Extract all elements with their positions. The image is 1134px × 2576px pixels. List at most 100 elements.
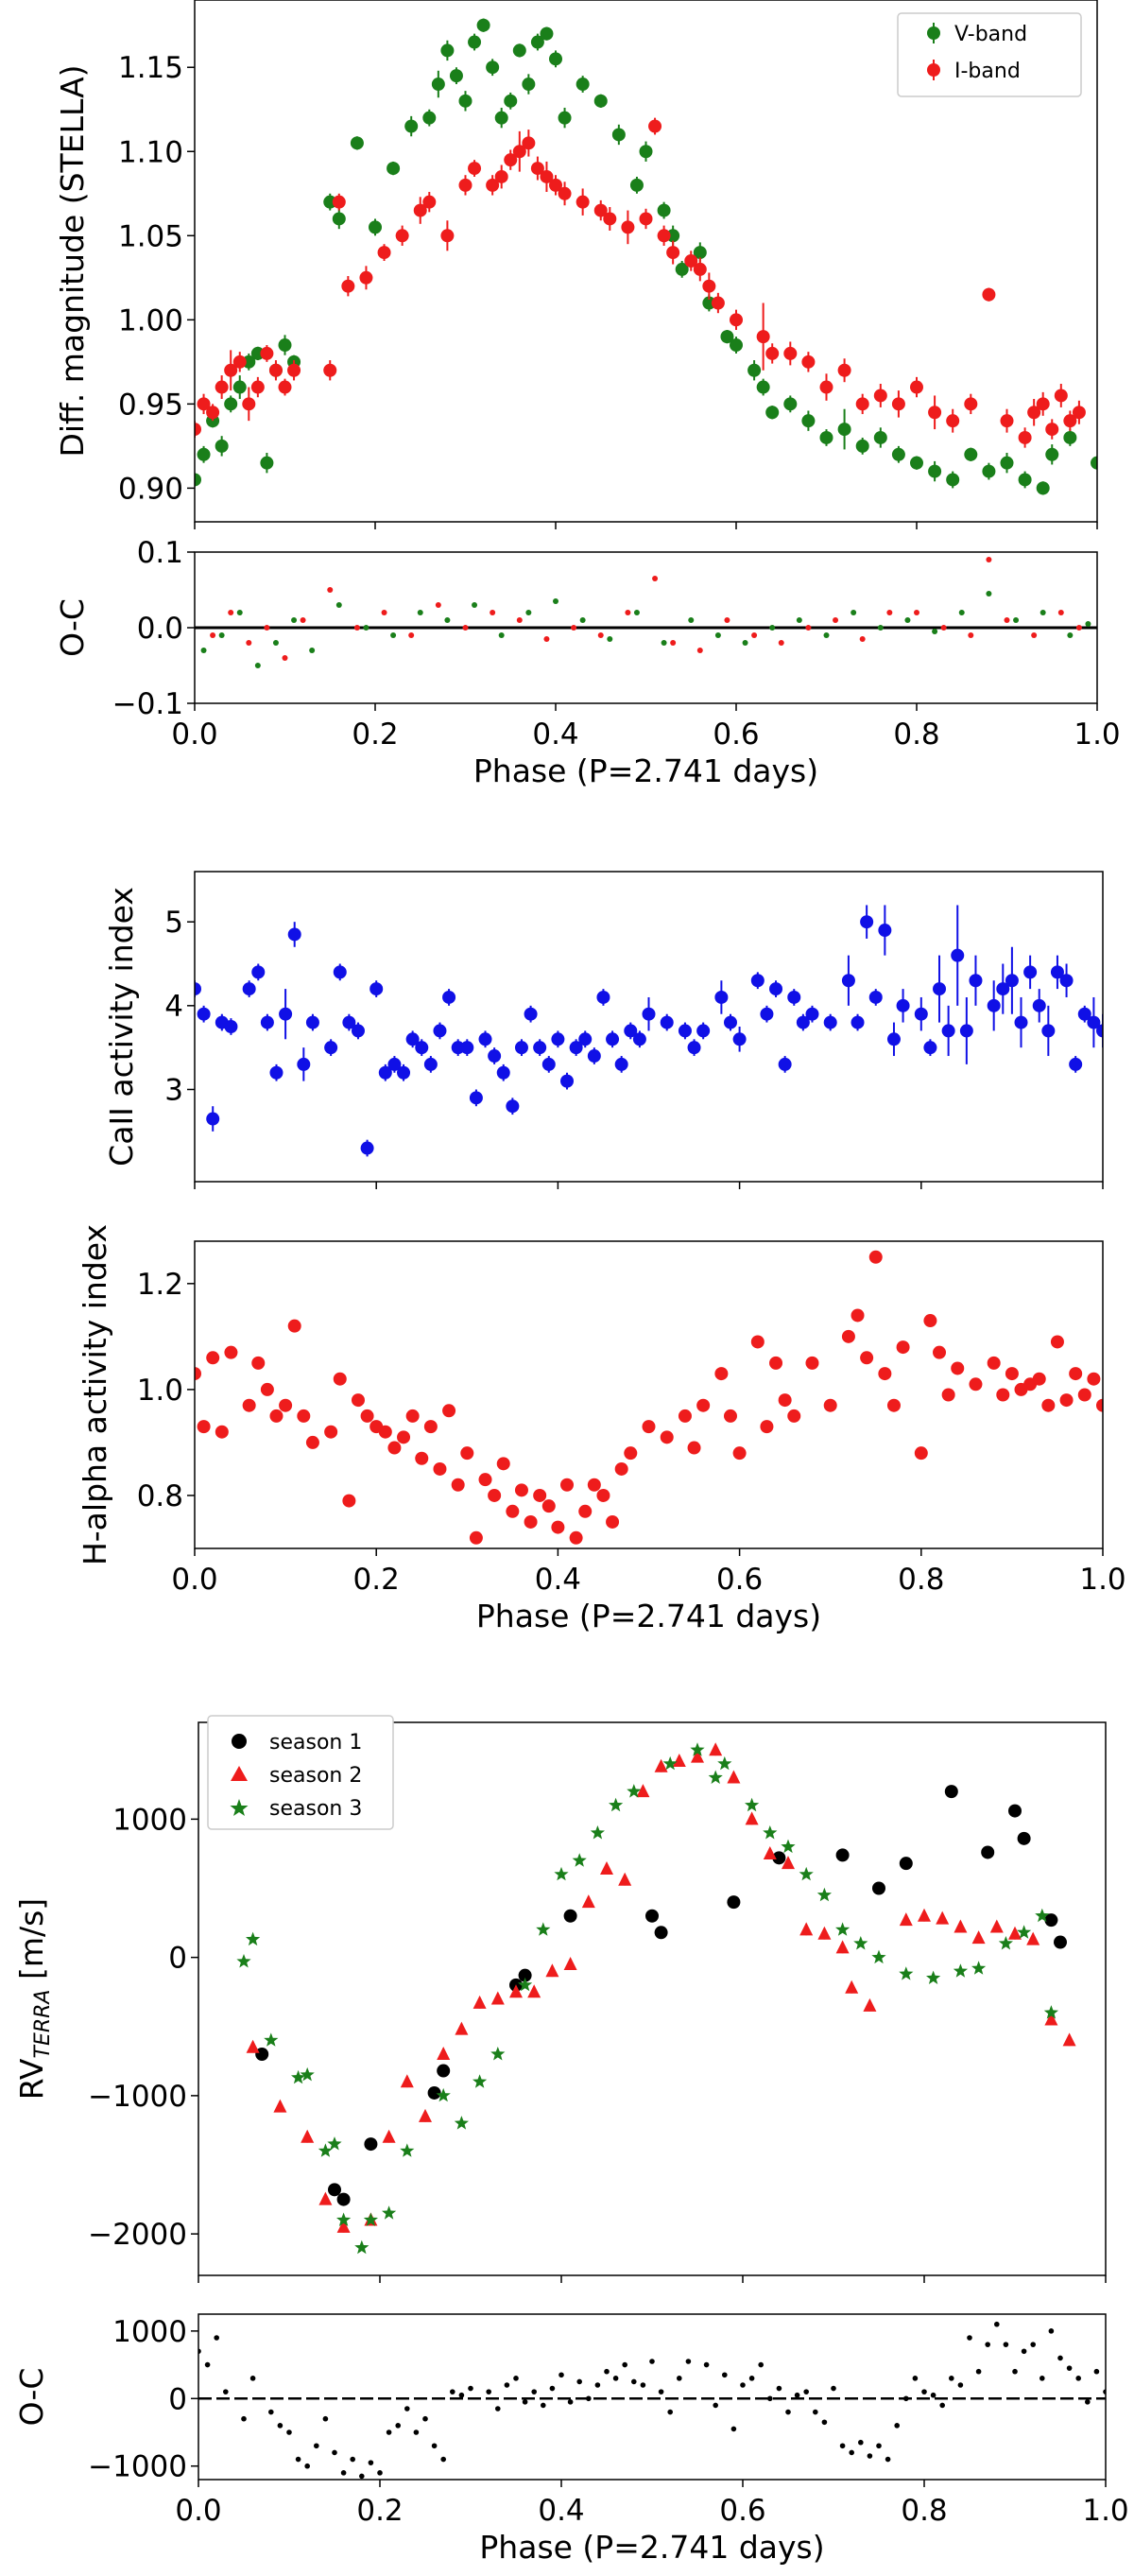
series-v-band-residuals bbox=[200, 591, 1091, 668]
data-point bbox=[778, 640, 784, 646]
data-point bbox=[1018, 473, 1032, 487]
data-point bbox=[621, 220, 635, 234]
data-point bbox=[1077, 1007, 1091, 1021]
y-tick-label: 3 bbox=[164, 1073, 183, 1107]
data-point bbox=[563, 1956, 577, 1970]
data-point bbox=[923, 1314, 937, 1328]
panel-rv-residuals: 1000 0 −1000 0.0 0.2 0.4 0.6 0.8 1.0 Phase (P=2.7… bbox=[13, 2313, 1129, 2566]
data-point bbox=[322, 2415, 329, 2422]
data-point bbox=[215, 380, 229, 394]
data-point bbox=[803, 2389, 809, 2394]
data-point bbox=[324, 1425, 338, 1439]
data-point bbox=[301, 2129, 315, 2143]
x-tick-label: 0.2 bbox=[352, 717, 398, 752]
x-tick-label: 1.0 bbox=[1082, 2494, 1128, 2528]
data-point bbox=[833, 617, 839, 623]
data-point bbox=[841, 1329, 855, 1343]
data-point bbox=[332, 212, 346, 226]
data-point bbox=[624, 1024, 638, 1038]
data-point bbox=[1069, 1367, 1083, 1381]
data-point bbox=[1043, 2005, 1058, 2019]
data-point bbox=[831, 2385, 836, 2392]
photometry-legend: V-band I-band bbox=[897, 12, 1082, 97]
photometry-residuals-plot-area bbox=[195, 557, 1097, 668]
data-point bbox=[642, 1007, 656, 1021]
data-point bbox=[524, 1514, 538, 1529]
y-tick-label: 0 bbox=[168, 2382, 187, 2416]
data-point bbox=[350, 136, 364, 150]
data-point bbox=[236, 1954, 251, 1968]
data-point bbox=[387, 162, 401, 176]
data-point bbox=[560, 1074, 575, 1088]
series-h-alpha-activity-index bbox=[195, 1250, 1103, 1545]
data-point bbox=[667, 2409, 673, 2415]
legend-v-band-marker bbox=[927, 26, 940, 40]
data-point bbox=[518, 1977, 533, 1992]
data-point bbox=[732, 1446, 747, 1461]
y-tick-label: 0.95 bbox=[118, 388, 183, 422]
data-point bbox=[740, 2382, 746, 2388]
data-point bbox=[587, 1049, 601, 1063]
data-point bbox=[587, 1478, 601, 1492]
data-point bbox=[912, 2376, 919, 2381]
data-point bbox=[400, 2074, 414, 2088]
data-point bbox=[1062, 2032, 1076, 2047]
data-point bbox=[513, 2376, 519, 2381]
data-point bbox=[708, 1770, 723, 1784]
data-point bbox=[684, 254, 698, 268]
panel-ca-activity: 3 4 5 CaII activity index bbox=[103, 871, 1104, 1189]
data-point bbox=[450, 2389, 455, 2394]
data-point bbox=[1003, 2342, 1009, 2347]
data-point bbox=[702, 279, 716, 293]
data-point bbox=[563, 1909, 577, 1923]
data-point bbox=[772, 1851, 786, 1865]
x-tick-label: 0.6 bbox=[719, 2494, 765, 2528]
data-point bbox=[723, 1015, 737, 1029]
data-point bbox=[666, 246, 680, 260]
legend-i-band-label: I-band bbox=[954, 60, 1021, 83]
data-point bbox=[255, 2048, 269, 2061]
data-point bbox=[242, 1398, 256, 1412]
data-point bbox=[835, 1848, 850, 1862]
data-point bbox=[877, 625, 884, 631]
data-point bbox=[713, 2402, 718, 2409]
data-point bbox=[522, 136, 536, 150]
data-point bbox=[269, 1065, 284, 1080]
data-point bbox=[251, 1356, 266, 1370]
data-point bbox=[799, 1866, 814, 1881]
legend-v-band-label: V-band bbox=[954, 23, 1027, 46]
data-point bbox=[297, 1409, 311, 1423]
data-point bbox=[986, 591, 992, 596]
data-point bbox=[440, 229, 455, 243]
data-point bbox=[332, 2449, 337, 2456]
data-point bbox=[431, 2443, 438, 2449]
data-point bbox=[781, 1839, 796, 1854]
data-point bbox=[269, 1409, 284, 1423]
data-point bbox=[1067, 632, 1074, 638]
data-point bbox=[236, 610, 243, 615]
data-point bbox=[286, 2429, 292, 2435]
data-point bbox=[1057, 2355, 1063, 2361]
data-point bbox=[1085, 621, 1091, 627]
data-point bbox=[951, 1361, 965, 1375]
x-axis-label: Phase (P=2.741 days) bbox=[473, 752, 818, 789]
data-point bbox=[1013, 617, 1020, 623]
legend-season-1-marker bbox=[232, 1734, 247, 1749]
data-point bbox=[223, 2389, 229, 2394]
data-point bbox=[639, 145, 653, 159]
y-tick-label: 1.00 bbox=[118, 303, 183, 337]
data-point bbox=[496, 1065, 510, 1080]
data-point bbox=[488, 1488, 502, 1502]
y-tick-label: 0.90 bbox=[118, 472, 183, 506]
data-point bbox=[767, 2395, 773, 2402]
data-point bbox=[693, 262, 707, 276]
data-point bbox=[433, 1024, 447, 1038]
data-point bbox=[855, 397, 869, 411]
data-point bbox=[632, 1032, 646, 1046]
data-point bbox=[1008, 1926, 1022, 1940]
data-point bbox=[914, 1007, 928, 1021]
data-point bbox=[776, 2385, 782, 2392]
data-point bbox=[730, 313, 743, 327]
data-point bbox=[971, 1961, 987, 1975]
